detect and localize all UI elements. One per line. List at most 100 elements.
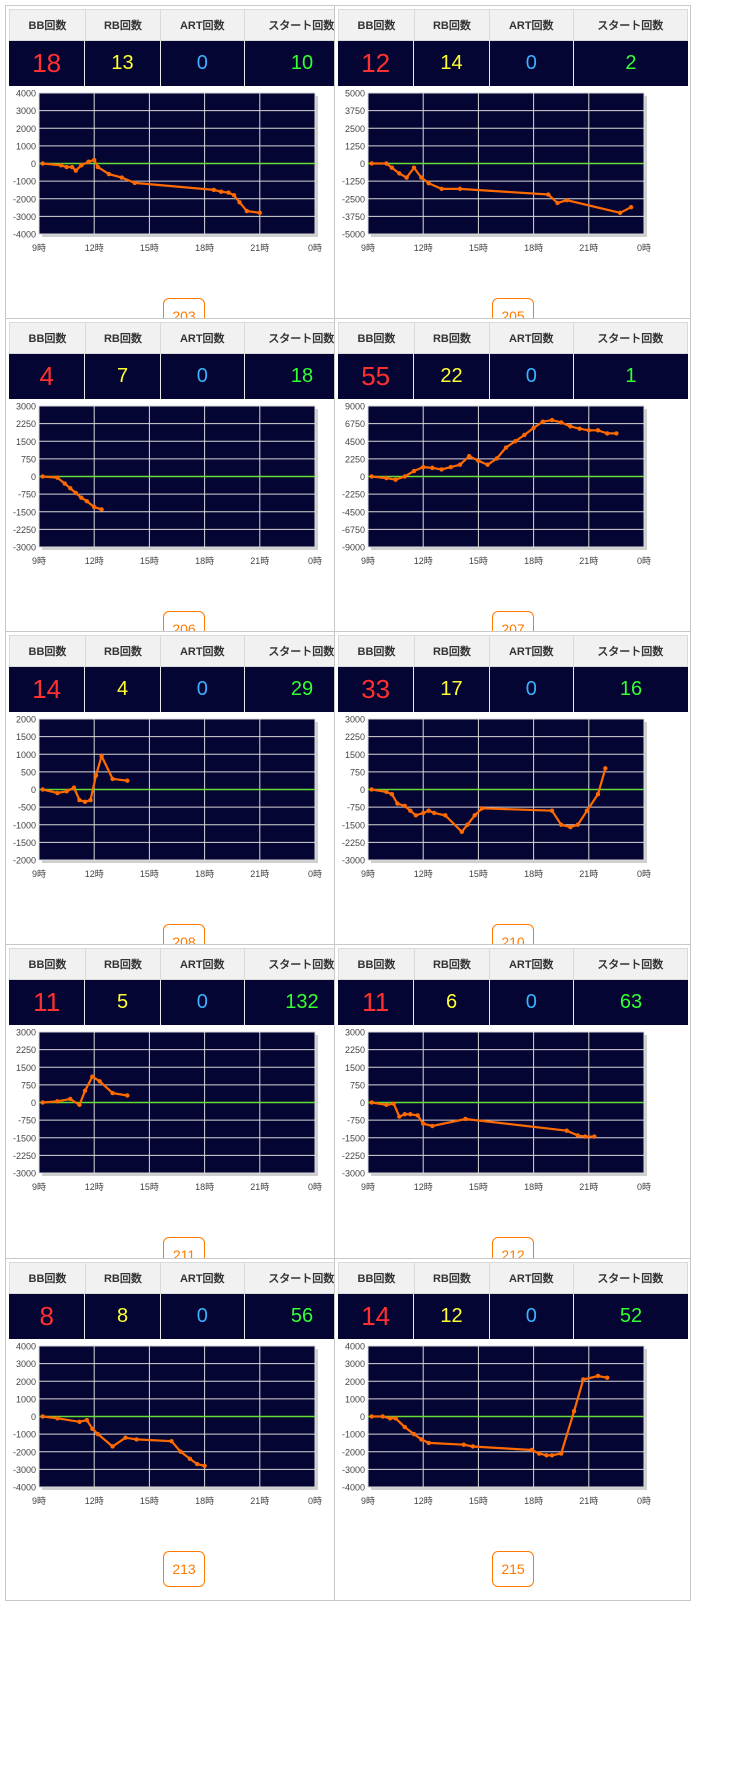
bb-count: 12 xyxy=(338,41,415,86)
y-tick-label: 1000 xyxy=(16,141,36,151)
data-point xyxy=(540,419,545,424)
data-point xyxy=(195,1461,200,1467)
data-point xyxy=(479,806,485,811)
rb-count: 8 xyxy=(85,1294,161,1339)
data-point xyxy=(546,192,551,197)
slump-graph: 3000 2250 1500 750 0 -750 -1500 -2250 -3000 9時 12時… xyxy=(13,1028,322,1193)
rb-header: RB回数 xyxy=(86,1263,161,1293)
slump-graph: 9000 6750 4500 2250 0 -2250 -4500 -6750 -9000 9時 1… xyxy=(342,402,651,567)
rb-header: RB回数 xyxy=(415,323,490,353)
x-tick-label: 15時 xyxy=(469,869,488,879)
start-header: スタート回数 xyxy=(597,1273,664,1285)
y-tick-label: -2000 xyxy=(13,856,36,866)
data-point xyxy=(391,1101,396,1106)
art-count: 0 xyxy=(161,41,245,86)
y-tick-label: -3000 xyxy=(13,543,36,553)
data-point xyxy=(419,1437,424,1442)
data-point xyxy=(397,1114,402,1119)
data-point xyxy=(389,792,395,797)
x-tick-label: 21時 xyxy=(579,1496,598,1506)
start-header: スタート回数 xyxy=(597,333,664,345)
x-tick-label: 9時 xyxy=(361,869,375,879)
y-tick-label: 2500 xyxy=(345,124,365,134)
start-count: 16 xyxy=(619,678,643,700)
data-point xyxy=(430,1123,435,1129)
x-tick-label: 12時 xyxy=(85,869,104,879)
stats-value-row: 14 12 0 52 xyxy=(338,1294,688,1339)
data-point xyxy=(470,1444,476,1449)
y-tick-label: 750 xyxy=(350,767,365,777)
y-tick-label: 2250 xyxy=(345,454,365,464)
data-point xyxy=(605,431,610,436)
data-point xyxy=(134,1437,139,1442)
art-header: ART回数 xyxy=(161,949,245,979)
rb-count: 5 xyxy=(85,980,161,1025)
data-point xyxy=(62,481,67,486)
machine-card: BB回数 RB回数 ART回数 スタート回数 33 17 0 16 3000 2250 1500 75… xyxy=(334,631,691,974)
y-tick-label: 0 xyxy=(31,159,36,169)
x-tick-label: 9時 xyxy=(32,1182,46,1192)
y-tick-label: -3000 xyxy=(13,1465,36,1475)
data-point xyxy=(384,789,389,795)
x-tick-label: 0時 xyxy=(637,556,651,566)
y-tick-label: -4000 xyxy=(13,230,36,240)
y-tick-label: 3000 xyxy=(16,1028,36,1038)
data-point xyxy=(584,808,590,813)
y-tick-label: 0 xyxy=(360,785,365,795)
data-point xyxy=(402,474,407,479)
data-point xyxy=(421,1121,426,1126)
machine-number-button[interactable]: 213 xyxy=(163,1551,205,1587)
data-point xyxy=(384,161,389,166)
rb-count: 7 xyxy=(85,354,161,399)
data-point xyxy=(430,465,435,471)
bb-header: BB回数 xyxy=(10,636,86,666)
data-point xyxy=(461,1442,466,1447)
data-point xyxy=(369,1100,374,1105)
machine-card: BB回数 RB回数 ART回数 スタート回数 8 8 0 56 4000 3000 2000 1000… xyxy=(5,1258,362,1601)
y-tick-label: 2250 xyxy=(345,732,365,742)
start-count: 132 xyxy=(285,991,319,1013)
data-point xyxy=(123,1435,128,1440)
data-point xyxy=(218,189,224,194)
art-count: 0 xyxy=(490,980,574,1025)
start-header: スタート回数 xyxy=(268,333,335,345)
x-tick-label: 12時 xyxy=(85,556,104,566)
rb-count: 17 xyxy=(414,667,490,712)
rb-header: RB回数 xyxy=(415,1263,490,1293)
y-tick-label: -750 xyxy=(18,1116,36,1126)
y-tick-label: -4500 xyxy=(342,507,365,517)
start-count: 1 xyxy=(625,365,637,387)
start-count: 18 xyxy=(290,365,314,387)
y-tick-label: 5000 xyxy=(345,89,365,99)
rb-header: RB回数 xyxy=(415,949,490,979)
data-point xyxy=(439,186,444,192)
start-header: スタート回数 xyxy=(268,646,335,658)
data-point xyxy=(564,197,569,203)
stats-value-row: 11 6 0 63 xyxy=(338,980,688,1025)
difference-line xyxy=(371,767,607,834)
x-tick-label: 21時 xyxy=(250,243,269,253)
data-point xyxy=(628,205,634,210)
bb-count: 4 xyxy=(9,354,86,399)
bb-header: BB回数 xyxy=(10,323,86,353)
machine-card: BB回数 RB回数 ART回数 スタート回数 14 12 0 52 4000 3000 2000 10… xyxy=(334,1258,691,1601)
x-tick-label: 12時 xyxy=(85,1496,104,1506)
data-point xyxy=(426,181,431,186)
y-tick-label: -2250 xyxy=(342,1151,365,1161)
data-point xyxy=(529,1447,534,1453)
art-header: ART回数 xyxy=(161,323,245,353)
y-tick-label: -3000 xyxy=(13,1169,36,1179)
slump-graph: 3000 2250 1500 750 0 -750 -1500 -2250 -3000 9時 12時… xyxy=(342,1028,651,1193)
y-tick-label: 1500 xyxy=(16,732,36,742)
x-tick-label: 0時 xyxy=(308,556,322,566)
x-tick-label: 15時 xyxy=(140,243,159,253)
rb-count: 6 xyxy=(414,980,490,1025)
data-point xyxy=(110,1444,115,1449)
y-tick-label: 3000 xyxy=(345,1028,365,1038)
machine-number-button[interactable]: 215 xyxy=(492,1551,534,1587)
y-tick-label: -4000 xyxy=(13,1483,36,1493)
bb-count: 14 xyxy=(338,1294,415,1339)
art-count: 0 xyxy=(490,354,574,399)
art-count: 0 xyxy=(490,1294,574,1339)
y-tick-label: 0 xyxy=(31,1098,36,1108)
